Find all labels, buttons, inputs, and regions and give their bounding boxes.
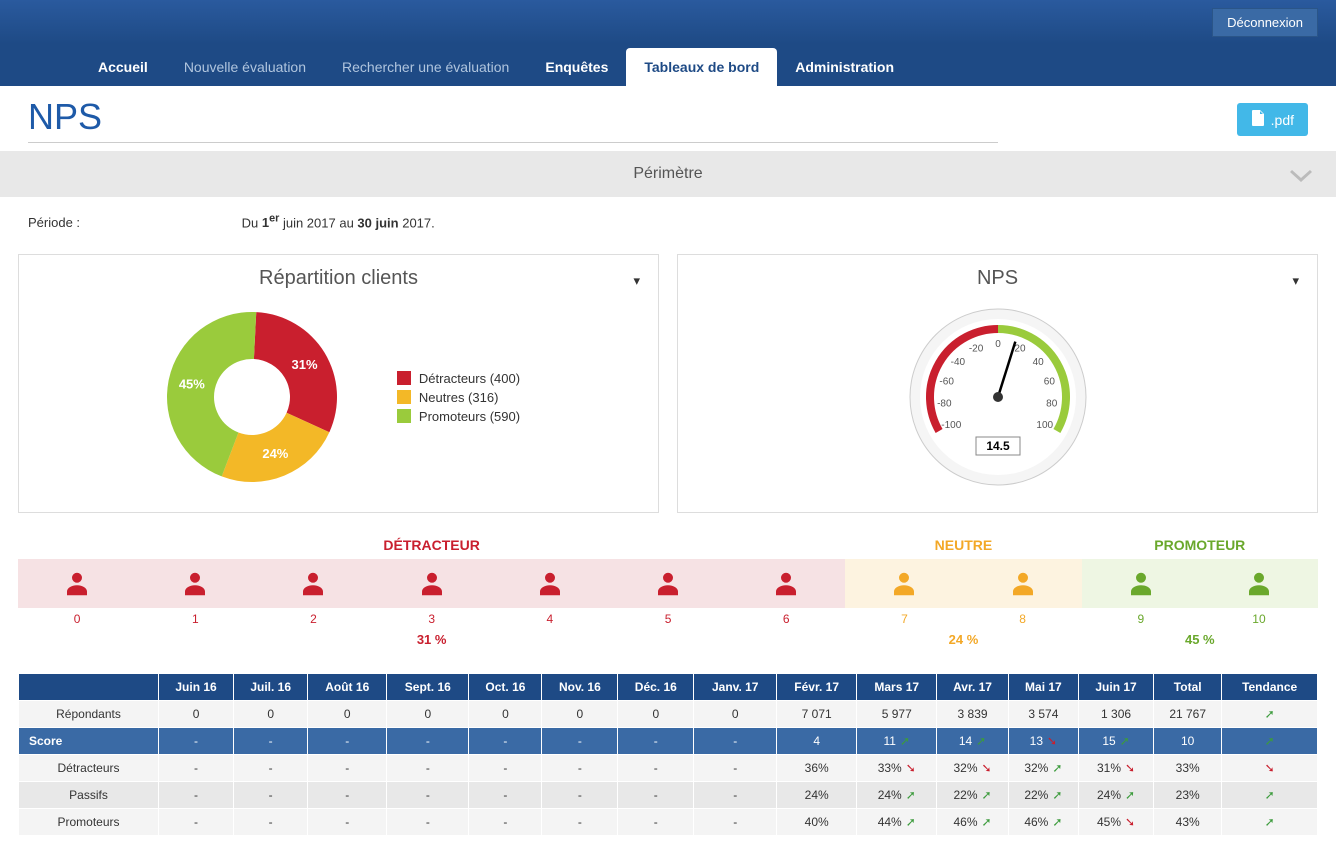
svg-text:14.5: 14.5 [986, 439, 1010, 453]
svg-text:24%: 24% [262, 446, 288, 461]
legend-item: Détracteurs (400) [397, 371, 520, 386]
topbar: Déconnexion [0, 0, 1336, 44]
trend-table: Juin 16Juil. 16Août 16Sept. 16Oct. 16Nov… [18, 673, 1318, 836]
svg-text:45%: 45% [179, 377, 205, 392]
nps-scale: DÉTRACTEURNEUTREPROMOTEUR01234567891031 … [18, 531, 1318, 649]
legend-item: Neutres (316) [397, 390, 520, 405]
chart-menu-caret[interactable]: ▾ [633, 273, 640, 289]
svg-text:20: 20 [1014, 344, 1026, 355]
svg-text:0: 0 [995, 339, 1001, 350]
pdf-label: .pdf [1271, 112, 1294, 128]
chart-menu-caret[interactable]: ▾ [1292, 273, 1299, 289]
nav-item[interactable]: Enquêtes [527, 48, 626, 86]
svg-text:60: 60 [1043, 377, 1055, 388]
nav-item[interactable]: Tableaux de bord [626, 48, 777, 86]
donut-title: Répartition clients [37, 267, 640, 290]
nav-item[interactable]: Nouvelle évaluation [166, 48, 324, 86]
chevron-down-icon [1290, 165, 1312, 188]
donut-card: Répartition clients ▾ 31% 24% 45% Détracte… [18, 254, 659, 513]
svg-text:100: 100 [1036, 420, 1053, 431]
nps-gauge: -100 -80 -60 -40-20 0 20 40 60 80 100 14.5 [903, 302, 1093, 492]
svg-text:-40: -40 [950, 357, 965, 368]
gauge-title: NPS [696, 267, 1299, 290]
gauge-card: NPS ▾ -100 -80 -60 -40-20 0 20 40 60 80 100 14.5 [677, 254, 1318, 513]
svg-text:31%: 31% [291, 357, 317, 372]
page-title: NPS [28, 96, 998, 143]
svg-text:40: 40 [1032, 357, 1044, 368]
svg-text:-80: -80 [937, 399, 952, 410]
perimeter-label: Périmètre [633, 165, 702, 182]
perimeter-panel[interactable]: Périmètre [0, 151, 1336, 197]
svg-text:-60: -60 [939, 377, 954, 388]
svg-text:-100: -100 [941, 420, 961, 431]
main-nav: AccueilNouvelle évaluationRechercher une… [0, 44, 1336, 86]
svg-text:80: 80 [1046, 399, 1058, 410]
legend-item: Promoteurs (590) [397, 409, 520, 424]
file-icon [1251, 110, 1265, 129]
page-header: NPS .pdf [0, 86, 1336, 151]
svg-text:-20: -20 [968, 344, 983, 355]
charts-row: Répartition clients ▾ 31% 24% 45% Détracte… [0, 254, 1336, 513]
period-value: Du 1er juin 2017 au 30 juin 2017. [242, 215, 435, 230]
logout-button[interactable]: Déconnexion [1212, 8, 1318, 37]
donut-chart: 31% 24% 45% [157, 302, 347, 492]
nav-item[interactable]: Administration [777, 48, 912, 86]
export-pdf-button[interactable]: .pdf [1237, 103, 1308, 136]
donut-legend: Détracteurs (400) Neutres (316) Promoteurs… [397, 367, 520, 428]
nav-item[interactable]: Rechercher une évaluation [324, 48, 527, 86]
period-row: Période : Du 1er juin 2017 au 30 juin 20… [0, 197, 1336, 254]
period-label: Période : [28, 215, 238, 230]
nav-item[interactable]: Accueil [80, 48, 166, 86]
